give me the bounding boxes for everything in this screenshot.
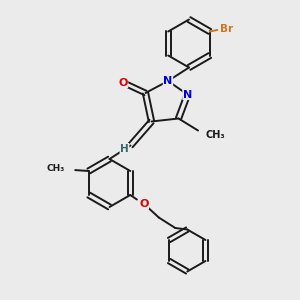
Text: N: N bbox=[164, 76, 172, 86]
Text: O: O bbox=[118, 77, 128, 88]
Text: CH₃: CH₃ bbox=[206, 130, 225, 140]
Text: O: O bbox=[139, 199, 148, 209]
Text: N: N bbox=[183, 89, 192, 100]
Text: H: H bbox=[120, 143, 129, 154]
Text: CH₃: CH₃ bbox=[46, 164, 64, 173]
Text: O: O bbox=[51, 164, 60, 175]
Text: Br: Br bbox=[220, 23, 233, 34]
